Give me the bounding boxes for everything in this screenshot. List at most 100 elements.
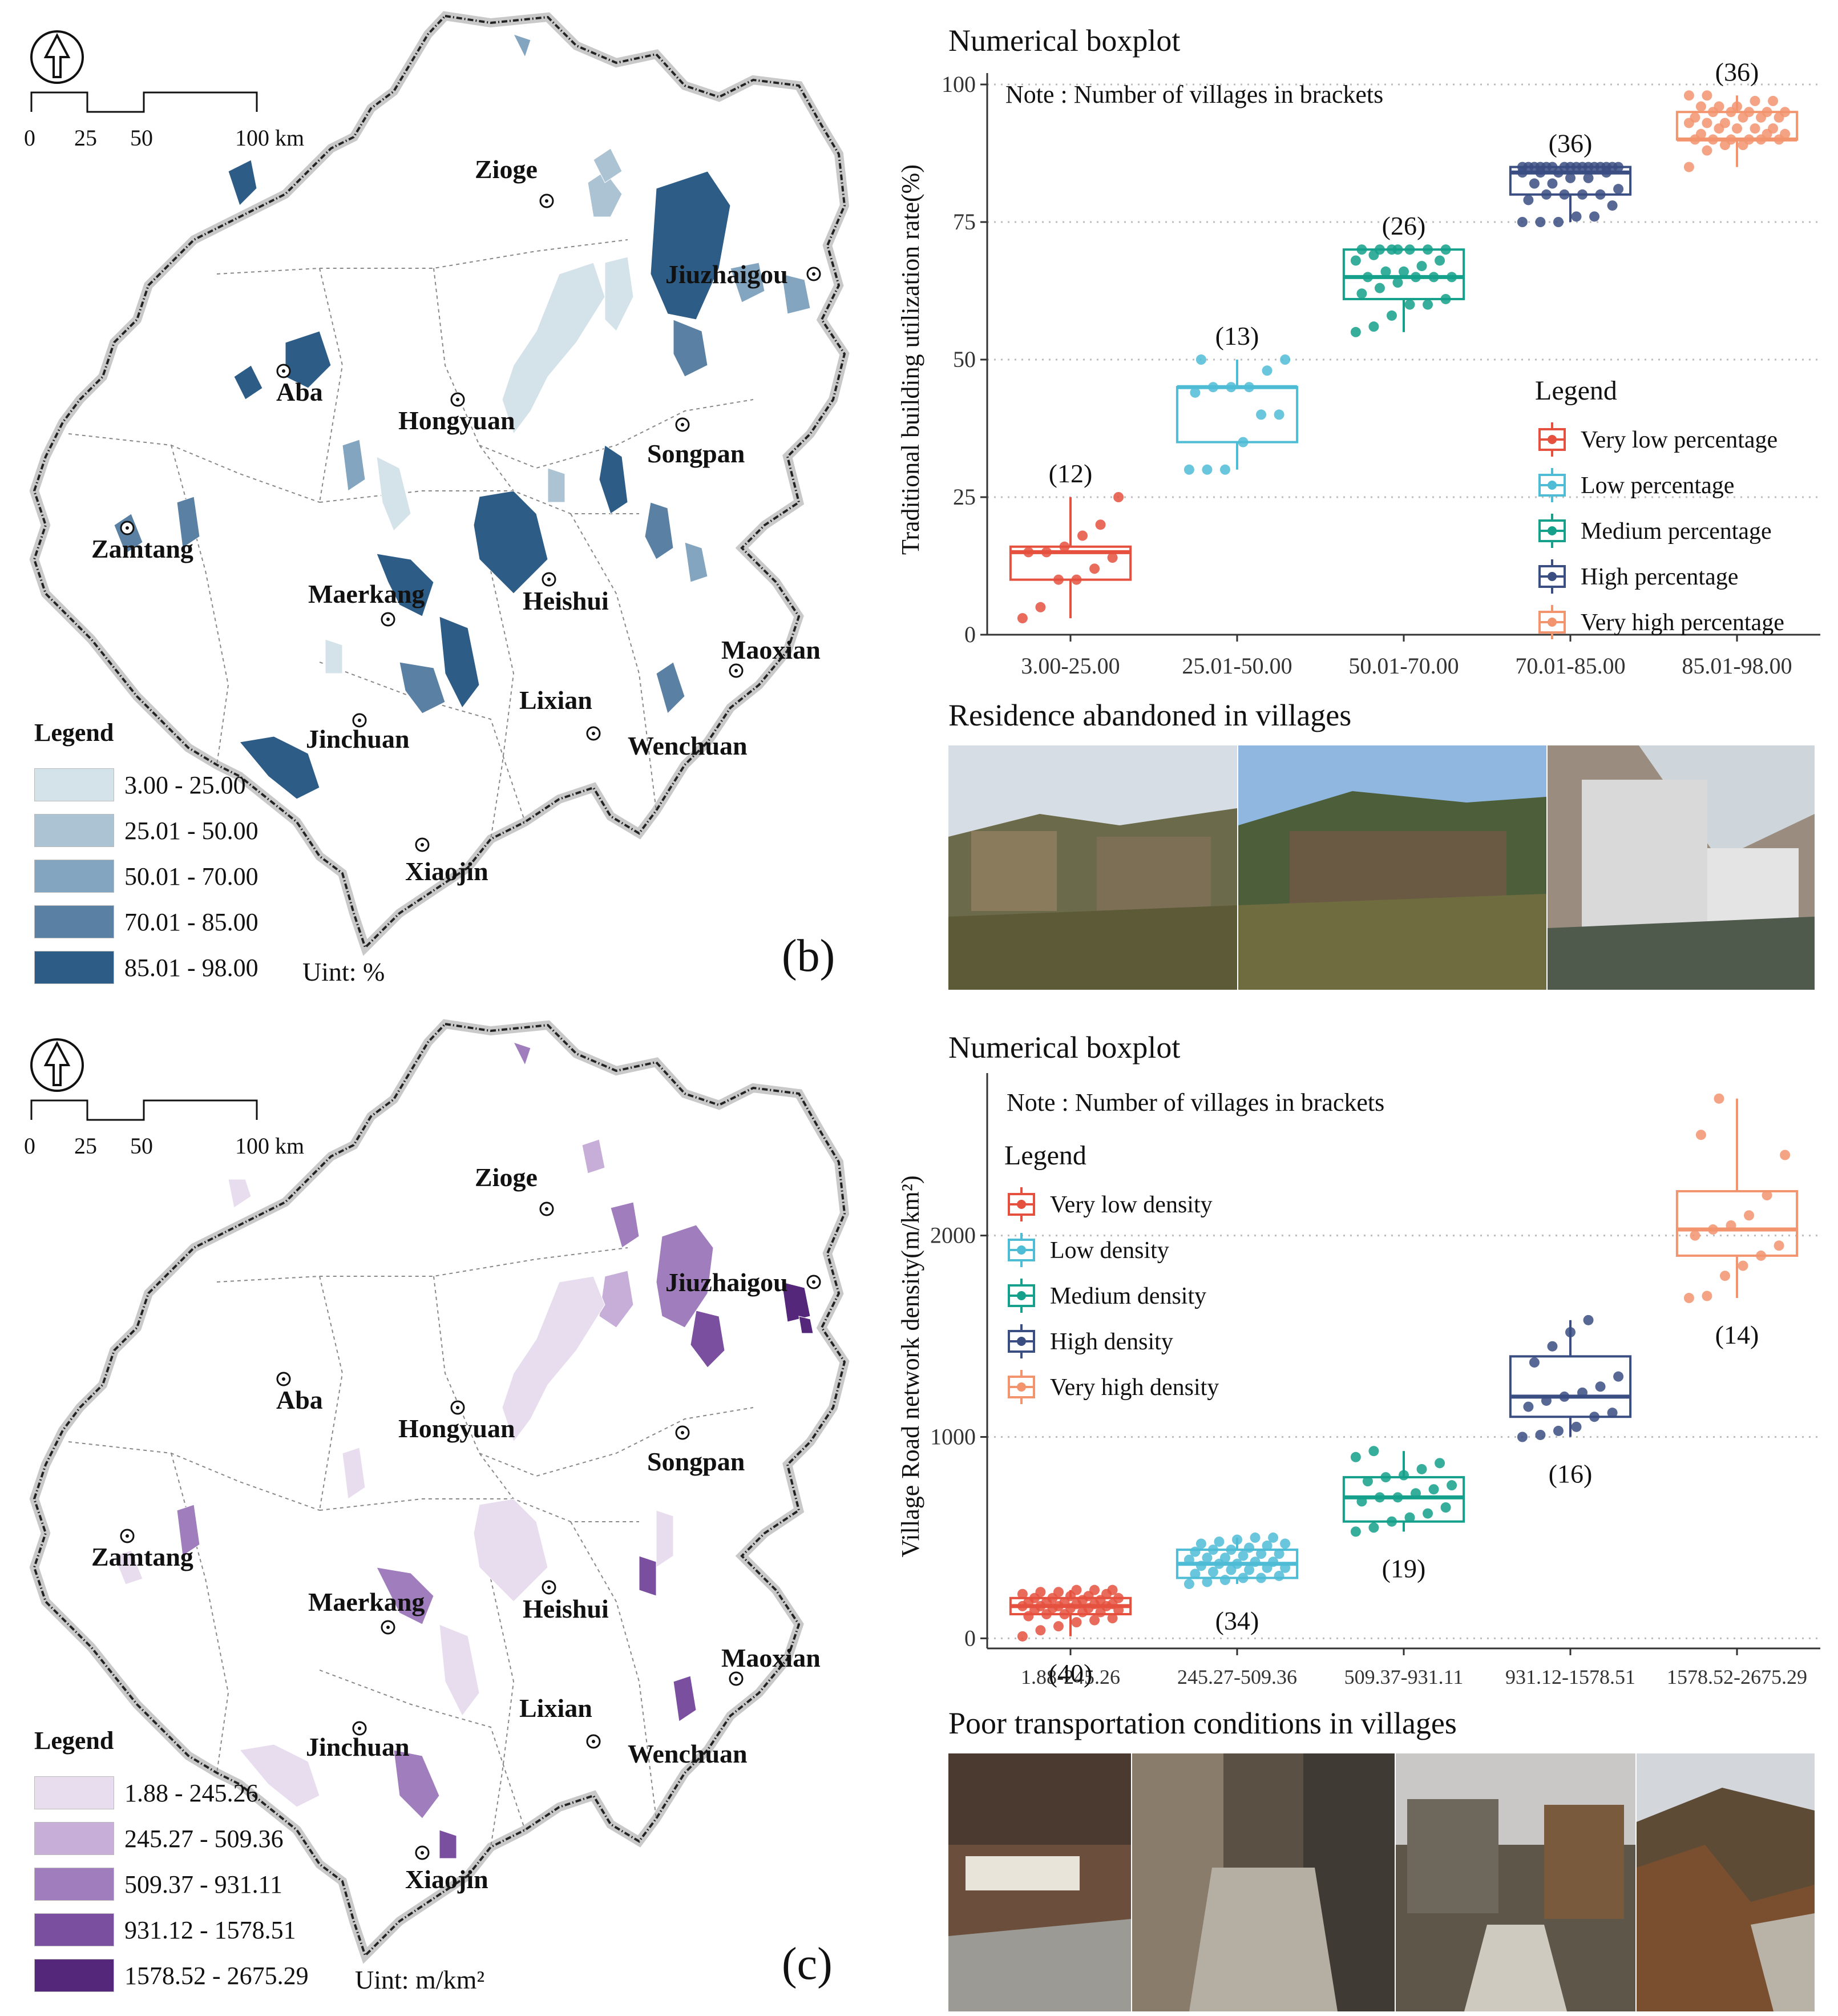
y-tick-label: 0 [964,622,976,647]
legend-label: 931.12 - 1578.51 [124,1916,296,1944]
village-photo [948,1753,1131,2011]
data-point [1274,1549,1284,1559]
box-iqr [1342,248,1465,300]
data-point [1541,189,1552,200]
panel-label-c: (c) [782,1939,833,1989]
data-point [1607,1408,1618,1418]
data-point [1440,1502,1451,1513]
scale-bar [30,91,258,113]
data-point [1404,1512,1415,1523]
y-tick-label: 75 [953,209,976,235]
city-label-maoxian: Maoxian [721,1643,821,1672]
village-patches [114,34,811,800]
data-point [1547,1341,1558,1352]
data-point [1107,1584,1118,1595]
data-point [1577,1387,1588,1398]
box-iqr [1675,1190,1799,1257]
map-legend-item: 70.01 - 85.00 [34,905,258,938]
data-point [1089,563,1100,574]
chart-legend-item: Very high percentage [1538,605,1784,639]
city-label-jiuzhaigou: Jiuzhaigou [665,260,788,289]
village-patch [730,262,765,303]
village-patch [239,736,320,800]
box-medium-percentage [1342,244,1465,337]
city-label-xiaojin: Xiaojin [405,857,488,886]
data-point [1356,288,1367,299]
data-point [1523,195,1534,205]
data-point [1559,189,1570,200]
count-label: (40) [1049,1659,1093,1688]
x-tick-label: 1578.52-2675.29 [1667,1666,1807,1688]
data-point [1447,272,1457,283]
chart-legend-item: Low density [1008,1233,1169,1267]
panel-label-b: (b) [782,931,835,981]
data-point [1547,162,1558,172]
village-patch [439,616,480,708]
count-label: (14) [1715,1320,1759,1349]
data-point [1274,1570,1284,1581]
data-point [1399,1470,1409,1481]
chart-legend-item: High percentage [1538,559,1738,594]
data-point [1607,200,1618,211]
data-point [1107,1613,1118,1624]
data-point [1702,90,1712,101]
data-point [1613,162,1624,172]
x-tick-label: 931.12-1578.51 [1505,1666,1635,1688]
data-point [1726,134,1736,145]
map-legend-item: 931.12 - 1578.51 [34,1913,296,1946]
village-patch [176,496,200,549]
legend-swatch [34,814,114,847]
data-point [1195,1561,1206,1571]
legend-label: 70.01 - 85.00 [124,908,258,936]
data-point [1041,547,1052,558]
data-point [1238,437,1249,447]
village-patch [513,1042,531,1066]
box-low-density [1175,1532,1299,1590]
box-very-high-percentage [1675,90,1799,172]
city-marker-dots [126,1207,815,1854]
data-point [1732,101,1742,112]
data-point [1017,1631,1028,1642]
box-high-percentage [1509,162,1632,227]
count-label: (34) [1215,1606,1259,1635]
y-tick-label: 0 [964,1625,976,1651]
legend-swatch [34,1959,114,1992]
data-point [1053,574,1064,585]
data-point [1517,217,1528,227]
village-patch [690,1310,725,1368]
legend-label: 50.01 - 70.00 [124,862,258,890]
village-patch [376,1567,434,1625]
data-point [1207,1566,1218,1577]
x-tick-label: 85.01-98.00 [1682,653,1792,679]
data-point [1780,107,1791,118]
data-point [1535,162,1546,172]
data-point [1571,1421,1582,1432]
city-label-lixian: Lixian [519,1694,592,1723]
data-point [1350,1526,1361,1537]
count-label: (13) [1215,321,1259,350]
map-legend-title: Legend [34,1727,114,1755]
data-point [1113,492,1124,502]
chart-title: Numerical boxplot [948,23,1181,58]
data-point [1059,541,1070,552]
city-label-hongyuan: Hongyuan [398,406,515,435]
photos-title: Residence abandoned in villages [948,698,1352,732]
data-point [1077,530,1088,541]
data-point [1374,1492,1385,1503]
city-label-songpan: Songpan [647,1447,745,1476]
village-patch [781,1281,811,1323]
village-patch [439,1624,480,1716]
chart-legend-label: High density [1050,1329,1173,1355]
chart-note: Note : Number of villages in brackets [1007,1088,1385,1116]
chart-legend-item: Low percentage [1538,468,1734,502]
data-point [1268,1532,1279,1543]
data-point [1404,299,1415,310]
data-point [1583,172,1594,183]
data-point [1707,1224,1718,1235]
city-label-maerkang: Maerkang [308,579,425,608]
x-tick-label: 70.01-85.00 [1515,653,1625,679]
data-point [1368,1522,1379,1533]
data-point [1262,365,1273,376]
city-label-maoxian: Maoxian [721,635,821,664]
legend-swatch [34,1822,114,1855]
